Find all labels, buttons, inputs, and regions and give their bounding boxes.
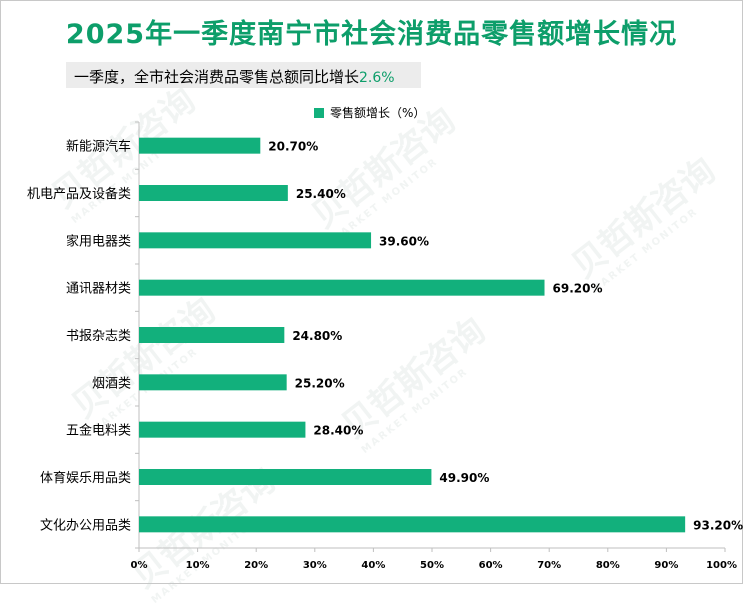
x-tick-label: 70%: [537, 560, 561, 571]
category-label: 家用电器类: [66, 233, 131, 249]
bar: [139, 232, 372, 249]
subtitle-box: [66, 62, 421, 88]
subtitle: 一季度，全市社会消费品零售总额同比增长2.6%: [74, 66, 395, 87]
x-tick-label: 20%: [244, 560, 268, 571]
category-label: 五金电料类: [66, 423, 131, 439]
bar: [139, 516, 686, 533]
value-label: 28.40%: [313, 424, 363, 438]
value-label: 49.90%: [439, 471, 489, 485]
chart-title: 2025年一季度南宁市社会消费品零售额增长情况: [65, 19, 678, 50]
bar: [139, 374, 287, 391]
bar: [139, 137, 261, 154]
subtitle-highlight: 2.6%: [359, 70, 395, 86]
x-tick-label: 0%: [131, 560, 148, 571]
x-tick-label: 80%: [596, 560, 620, 571]
subtitle-text: 一季度，全市社会消费品零售总额同比增长: [74, 68, 360, 86]
category-label: 通讯器材类: [66, 282, 131, 297]
value-label: 24.80%: [292, 329, 342, 343]
category-label: 机电产品及设备类: [27, 186, 131, 202]
x-tick-label: 40%: [361, 560, 385, 571]
category-label: 烟酒类: [92, 376, 131, 391]
category-label: 体育娱乐用品类: [40, 470, 131, 486]
legend-label: 零售额增长（%）: [330, 106, 426, 120]
x-tick-label: 50%: [420, 560, 444, 571]
x-tick-label: 10%: [186, 560, 210, 571]
value-label: 39.60%: [379, 234, 429, 248]
legend-swatch: [314, 108, 324, 118]
bar: [139, 469, 432, 485]
x-tick-label: 60%: [479, 560, 503, 571]
bar: [139, 421, 306, 438]
category-label: 文化办公用品类: [40, 518, 131, 533]
value-label: 20.70%: [268, 140, 318, 154]
x-tick-label: 30%: [303, 560, 327, 571]
value-label: 25.40%: [296, 187, 346, 201]
bar: [139, 279, 545, 296]
value-label: 93.20%: [693, 518, 743, 532]
bar: [139, 185, 288, 201]
bar-chart: 新能源汽车 20.70% 机电产品及设备类 25.40% 家用电器类 39.60% 通讯器材…: [27, 121, 743, 571]
value-label: 25.20%: [295, 376, 345, 390]
x-tick-label: 90%: [654, 560, 678, 571]
value-label: 69.20%: [553, 282, 603, 296]
category-label: 新能源汽车: [66, 139, 131, 155]
x-tick-label: 100%: [706, 560, 737, 571]
category-label: 书报杂志类: [66, 329, 131, 344]
bar: [139, 327, 285, 343]
legend: 零售额增长（%）: [314, 104, 425, 121]
